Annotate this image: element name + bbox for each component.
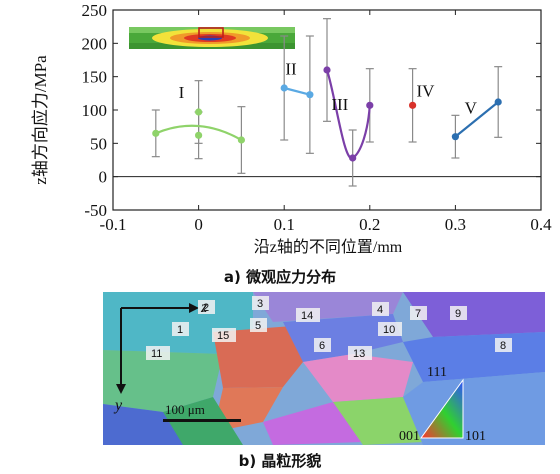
grain-label-1: 1 bbox=[177, 324, 183, 336]
z-axis-label: z bbox=[200, 299, 208, 316]
series-line-I bbox=[155, 124, 242, 141]
series-label-II: II bbox=[285, 60, 297, 79]
x-tick-label: 0.3 bbox=[445, 215, 466, 234]
inset-stress-field-image bbox=[129, 27, 295, 49]
y-tick-label: 50 bbox=[90, 134, 107, 153]
series-line-V bbox=[454, 101, 499, 138]
grain-label-10: 10 bbox=[383, 324, 395, 336]
x-axis-label: 沿z轴的不同位置/mm bbox=[254, 238, 403, 256]
series-line-III bbox=[325, 69, 371, 160]
grain-label-box bbox=[296, 308, 320, 322]
grain-label-11: 11 bbox=[151, 348, 162, 360]
x-tick-label: 0.2 bbox=[359, 215, 380, 234]
data-point-II bbox=[306, 91, 314, 99]
grain-label-box bbox=[212, 328, 236, 342]
x-tick-label: 0 bbox=[194, 215, 203, 234]
grain-label-6: 6 bbox=[319, 340, 325, 352]
grain-label-box bbox=[146, 346, 170, 360]
grain-label-box bbox=[252, 296, 269, 310]
ipf-label-111: 111 bbox=[427, 365, 447, 380]
grain-label-15: 15 bbox=[217, 330, 229, 342]
grain-label-box bbox=[348, 346, 372, 360]
grain-morphology-image: 1 2 3 4 5 6 7 8 9 10 11 13 14 15 100 μm z y 111 001 1… bbox=[103, 292, 545, 445]
grain-label-9: 9 bbox=[455, 308, 461, 320]
grain-label-box bbox=[450, 306, 467, 320]
series-label-I: I bbox=[179, 83, 185, 102]
grain-label-box bbox=[495, 338, 512, 352]
data-point-IV bbox=[409, 101, 417, 109]
x-tick-label: -0.1 bbox=[100, 215, 127, 234]
grain-label-box bbox=[410, 306, 427, 320]
grain-label-box bbox=[198, 300, 215, 314]
data-point-I bbox=[152, 129, 160, 137]
x-tick-label: 0.1 bbox=[274, 215, 295, 234]
ipf-label-001: 001 bbox=[399, 429, 420, 444]
x-tick-label: 0.4 bbox=[530, 215, 552, 234]
grain-label-13: 13 bbox=[353, 348, 365, 360]
y-tick-label: -50 bbox=[84, 201, 107, 220]
caption-a: a) 微观应力分布 bbox=[223, 268, 337, 286]
y-tick-label: 150 bbox=[82, 68, 108, 87]
grain-label-4: 4 bbox=[377, 304, 383, 316]
ipf-label-101: 101 bbox=[465, 429, 486, 444]
y-tick-label: 100 bbox=[82, 101, 108, 120]
grain-label-box bbox=[172, 322, 189, 336]
data-point-III bbox=[323, 66, 331, 74]
scale-bar-label: 100 μm bbox=[165, 402, 205, 417]
grain-label-5: 5 bbox=[255, 320, 261, 332]
grain-label-box bbox=[314, 338, 331, 352]
data-point-III bbox=[366, 101, 374, 109]
data-point-II bbox=[280, 84, 288, 92]
y-tick-label: 250 bbox=[82, 1, 108, 20]
y-axis-label: z轴方向应力/MPa bbox=[31, 55, 50, 185]
y-tick-label: 200 bbox=[82, 34, 108, 53]
data-point-V bbox=[494, 98, 502, 106]
data-point-I bbox=[237, 136, 245, 144]
data-point-I bbox=[195, 108, 203, 116]
series-label-V: V bbox=[465, 98, 478, 117]
grain-label-14: 14 bbox=[301, 310, 313, 322]
series-label-III: III bbox=[331, 95, 348, 114]
series-line-II bbox=[283, 86, 311, 96]
grain-label-8: 8 bbox=[500, 340, 506, 352]
data-point-III bbox=[349, 154, 357, 162]
grain-label-3: 3 bbox=[257, 298, 263, 310]
grain-label-7: 7 bbox=[415, 308, 421, 320]
y-axis-label-map: y bbox=[113, 397, 123, 414]
data-point-V bbox=[451, 133, 459, 141]
data-point-I bbox=[195, 131, 203, 139]
y-tick-label: 0 bbox=[99, 168, 108, 187]
series-label-IV: IV bbox=[416, 82, 435, 101]
caption-b: b) 晶粒形貌 bbox=[238, 452, 322, 470]
grain-label-box bbox=[372, 302, 389, 316]
grain-label-box bbox=[250, 318, 267, 332]
grain-label-2: 2 bbox=[203, 302, 209, 314]
grain-label-box bbox=[378, 322, 402, 336]
